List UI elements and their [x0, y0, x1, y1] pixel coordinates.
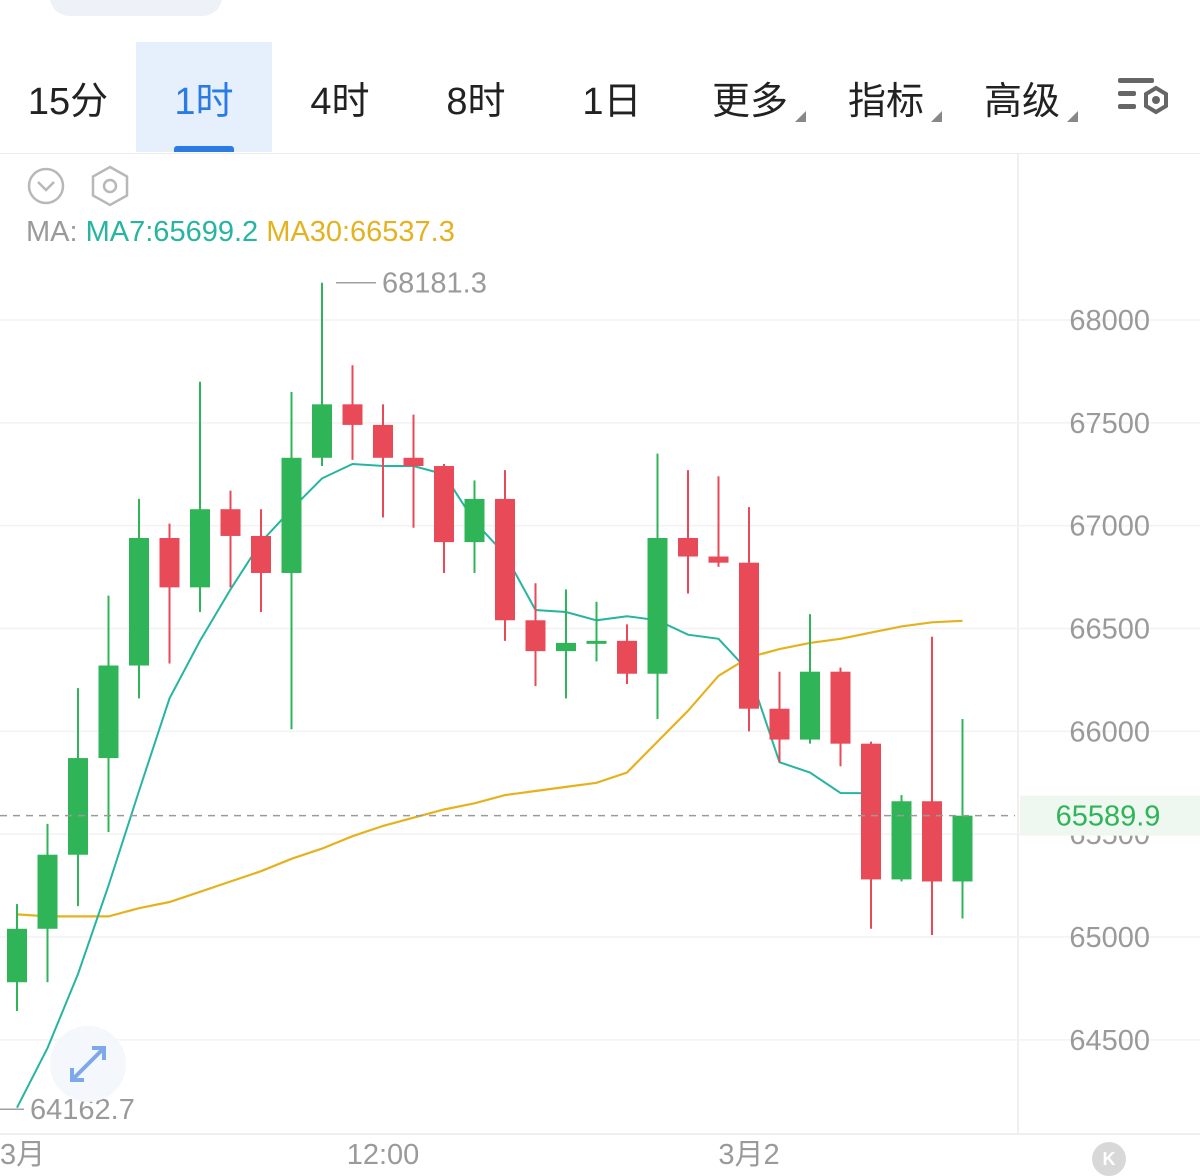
candle-body	[159, 538, 180, 588]
candle-body	[678, 538, 698, 557]
grid-layer	[0, 154, 1200, 1135]
candle-body	[37, 854, 58, 929]
tab-advanced[interactable]: 高级	[962, 42, 1082, 152]
candle-body	[251, 535, 271, 573]
ma7-value: MA7:65699.2	[85, 216, 259, 248]
ma30-layer	[16, 619, 963, 918]
candle-body	[68, 758, 88, 855]
candle-body	[220, 509, 241, 536]
x-tick-label: 12:00	[347, 1139, 420, 1171]
expand-arrows-icon[interactable]	[50, 1026, 126, 1102]
ma30-line	[16, 619, 963, 918]
y-tick-label: 64500	[1069, 1025, 1150, 1057]
current-price-label: 65589.9	[1056, 801, 1161, 833]
candle-body	[617, 640, 637, 674]
y-tick-label: 67500	[1069, 408, 1150, 440]
candle-body	[586, 640, 607, 644]
y-tick-label: 66000	[1069, 716, 1150, 748]
candle-body	[830, 671, 851, 744]
candle-body	[281, 457, 302, 573]
candle-body	[922, 801, 942, 882]
x-tick-label: 3月2	[718, 1139, 779, 1171]
current-price-tag	[1020, 795, 1200, 836]
candle-body	[190, 509, 210, 588]
tabs-divider	[0, 153, 1200, 154]
hexagon-settings-icon[interactable]	[88, 164, 132, 213]
candle-body	[129, 538, 149, 666]
candle-body	[952, 815, 973, 882]
candle-body	[98, 665, 119, 759]
tab-label: 8时	[446, 80, 506, 123]
interval-tabs: 15分 1时 4时 8时 1日 更多 指标 高级	[0, 42, 1200, 152]
tab-label: 更多	[711, 80, 788, 123]
tab-label: 指标	[847, 80, 924, 123]
high-marker-label: 68181.3	[382, 268, 487, 300]
tab-indicators[interactable]: 指标	[826, 42, 946, 152]
candlestick-chart[interactable]: 6800067500670006650066000655006500064500…	[0, 154, 1200, 1174]
candle-body	[464, 498, 485, 543]
tab-label: 1时	[174, 80, 234, 123]
candle-body	[800, 671, 820, 740]
top-strip	[0, 0, 1200, 40]
candle-body	[556, 642, 576, 652]
tab-15m[interactable]: 15分	[0, 42, 136, 152]
x-tick-label: 3月	[0, 1139, 45, 1171]
label-layer: 6800067500670006650066000655006500064500…	[0, 268, 1200, 1171]
candle-body	[647, 538, 668, 674]
active-tab-indicator	[174, 146, 234, 152]
candle-body	[434, 466, 454, 543]
tab-8h[interactable]: 8时	[408, 42, 544, 152]
candle-body	[861, 743, 881, 880]
candle-body	[495, 498, 515, 621]
tab-more[interactable]: 更多	[690, 42, 810, 152]
candle-body	[342, 404, 363, 425]
candle-body	[403, 457, 424, 467]
candle-body	[7, 928, 27, 983]
k-button-label: K	[1102, 1148, 1116, 1169]
tab-label: 1日	[582, 80, 642, 123]
ma-legend: MA: MA7:65699.2 MA30:66537.3	[26, 216, 455, 249]
y-tick-label: 66500	[1069, 614, 1150, 646]
tab-1d[interactable]: 1日	[544, 42, 680, 152]
candle-body	[739, 562, 759, 709]
candle-body	[769, 708, 790, 740]
candle-body	[312, 404, 332, 458]
dropdown-caret-icon	[1067, 111, 1078, 122]
chart-settings-icon[interactable]	[1114, 72, 1174, 122]
ma-legend-label: MA:	[26, 216, 78, 248]
chevron-down-circle-icon[interactable]	[26, 166, 66, 211]
y-tick-label: 67000	[1069, 511, 1150, 543]
candle-layer	[7, 282, 973, 1012]
tab-label: 4时	[310, 80, 370, 123]
dropdown-caret-icon	[931, 111, 942, 122]
tab-label: 高级	[983, 80, 1060, 123]
candle-body	[708, 556, 729, 563]
tab-1h[interactable]: 1时	[136, 42, 272, 152]
tab-label: 15分	[27, 80, 109, 123]
candle-body	[525, 620, 546, 652]
y-tick-label: 68000	[1069, 305, 1150, 337]
tab-4h[interactable]: 4时	[272, 42, 408, 152]
candle-body	[891, 801, 912, 880]
ma30-value: MA30:66537.3	[266, 216, 455, 248]
dropdown-caret-icon	[795, 111, 806, 122]
candle-body	[373, 424, 393, 458]
top-pill[interactable]	[50, 0, 222, 16]
k-button[interactable]: K	[1092, 1142, 1126, 1176]
y-tick-label: 65000	[1069, 922, 1150, 954]
